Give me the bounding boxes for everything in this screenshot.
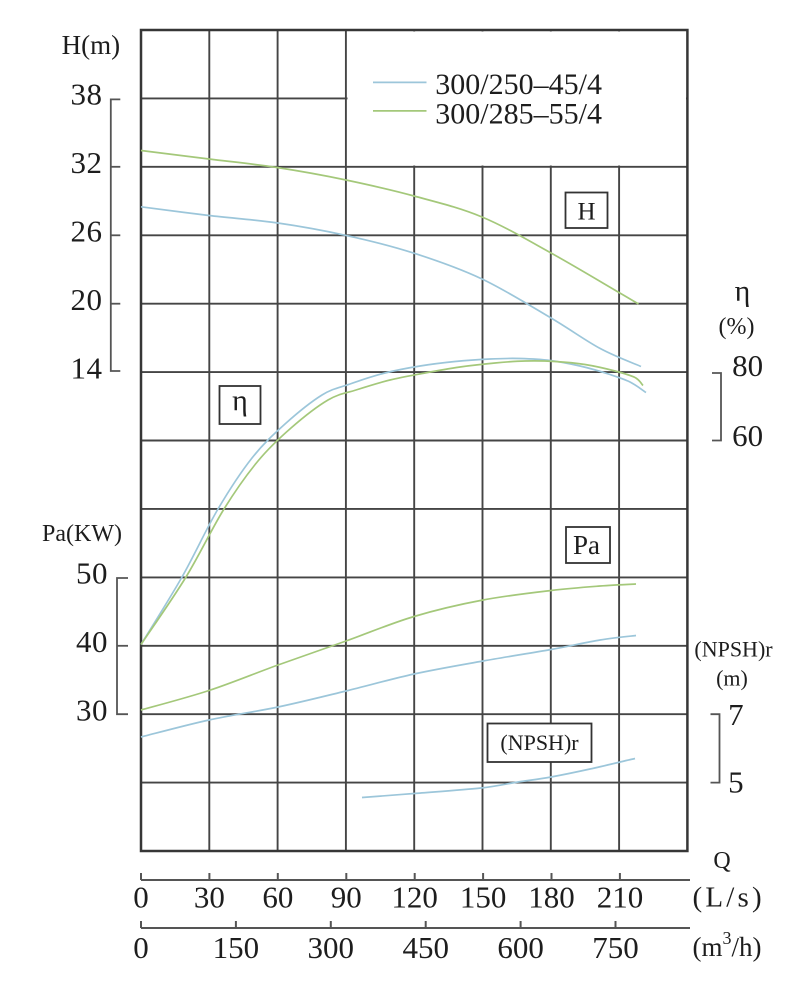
svg-text:60: 60 [732,418,763,453]
svg-text:η: η [232,384,248,417]
svg-text:Pa: Pa [573,530,600,560]
svg-text:20: 20 [71,282,103,317]
svg-text:40: 40 [76,624,108,659]
svg-text:0: 0 [133,930,149,965]
svg-text:Q: Q [713,848,730,874]
svg-text:180: 180 [528,880,575,915]
svg-text:38: 38 [71,77,103,112]
svg-text:60: 60 [262,880,293,915]
svg-text:150: 150 [213,930,260,965]
svg-text:14: 14 [71,350,103,385]
svg-text:7: 7 [728,697,744,732]
svg-text:30: 30 [76,693,108,728]
svg-text:50: 50 [76,556,108,591]
svg-text:Pa(KW): Pa(KW) [42,521,122,547]
svg-text:32: 32 [71,145,103,180]
svg-text:(L/s): (L/s) [693,882,765,914]
svg-text:210: 210 [597,880,644,915]
svg-text:(NPSH)r: (NPSH)r [694,637,773,662]
svg-text:0: 0 [133,880,149,915]
svg-text:η: η [735,275,751,308]
svg-text:(%): (%) [719,314,755,340]
svg-text:600: 600 [497,930,544,965]
svg-text:750: 750 [592,930,639,965]
svg-text:120: 120 [391,880,438,915]
svg-text:(m): (m) [716,666,748,691]
svg-text:150: 150 [460,880,507,915]
svg-text:30: 30 [194,880,225,915]
svg-text:5: 5 [728,765,744,800]
svg-text:26: 26 [71,214,103,249]
svg-text:H(m): H(m) [62,30,120,60]
svg-text:H: H [577,199,595,226]
svg-text:300/250–45/4: 300/250–45/4 [435,68,602,101]
svg-text:80: 80 [732,348,763,383]
svg-text:300: 300 [308,930,355,965]
svg-text:300/285–55/4: 300/285–55/4 [435,97,602,130]
svg-text:90: 90 [331,880,362,915]
svg-text:450: 450 [402,930,449,965]
svg-text:(NPSH)r: (NPSH)r [500,730,579,755]
